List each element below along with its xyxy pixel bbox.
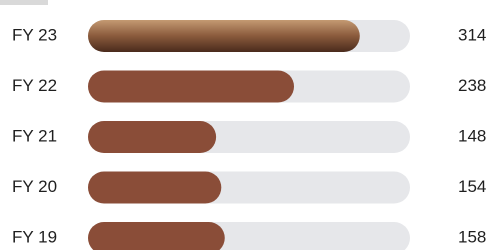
category-label: FY 23: [12, 25, 57, 44]
category-label: FY 20: [12, 177, 57, 196]
value-label: 158: [458, 227, 486, 246]
category-label: FY 21: [12, 126, 57, 145]
bar: [88, 20, 360, 52]
value-label: 148: [458, 126, 486, 145]
value-label: 314: [458, 25, 486, 44]
category-label: FY 19: [12, 227, 57, 246]
bar: [88, 222, 225, 250]
tab-indicator: [0, 0, 48, 5]
category-label: FY 22: [12, 76, 57, 95]
bar: [88, 172, 221, 204]
bar: [88, 121, 216, 153]
value-label: 154: [458, 177, 486, 196]
bar: [88, 71, 294, 103]
value-label: 238: [458, 76, 486, 95]
chart: FY 23 314 FY 22 238 FY 21 148 FY 20 154 FY 19 158: [0, 0, 501, 250]
